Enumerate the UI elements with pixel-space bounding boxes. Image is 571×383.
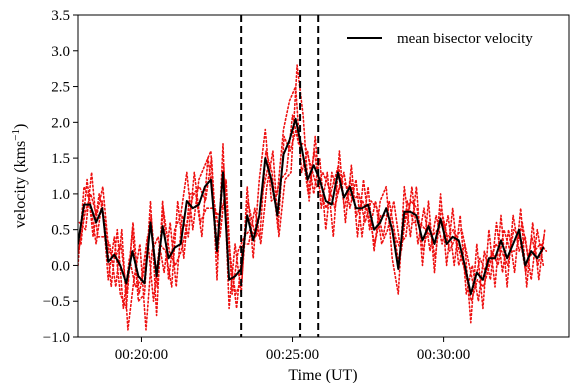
x-axis-ticks: 00:20:00 00:25:00 00:30:00 (115, 337, 470, 363)
mean-bisector-velocity-line (78, 117, 545, 296)
y-axis-label-close: ) (12, 124, 29, 129)
y-tick-label: 0.5 (51, 223, 70, 239)
y-tick-label: 1.5 (51, 151, 70, 167)
bisector-velocity-line-2 (78, 64, 546, 331)
y-tick-label: 1.0 (51, 187, 70, 203)
legend: mean bisector velocity (347, 31, 533, 47)
y-tick-label: 3.5 (51, 8, 70, 24)
y-tick-label: 2.5 (51, 80, 70, 96)
y-axis-label-exponent: −1 (10, 129, 22, 141)
series-layer (78, 64, 548, 331)
y-axis-label: velocity (kms−1) (10, 124, 29, 229)
y-tick-label: 3.0 (51, 44, 70, 60)
legend-label: mean bisector velocity (397, 31, 533, 47)
x-tick-label: 00:25:00 (266, 347, 319, 363)
x-tick-label: 00:20:00 (115, 347, 168, 363)
y-tick-label: 2.0 (51, 115, 70, 131)
y-tick-label: −0.5 (43, 294, 70, 310)
x-tick-label: 00:30:00 (417, 347, 470, 363)
x-axis-label: Time (UT) (288, 367, 357, 383)
y-axis-label-text: velocity (kms (12, 141, 29, 229)
vertical-marker-lines (240, 15, 320, 337)
y-tick-label: 0.0 (51, 258, 70, 274)
y-tick-label: −1.0 (43, 330, 70, 346)
plot-frame (77, 14, 570, 338)
y-axis-ticks: −1.0 −0.5 0.0 0.5 1.0 1.5 2.0 2.5 3.0 3.5 (43, 8, 78, 346)
